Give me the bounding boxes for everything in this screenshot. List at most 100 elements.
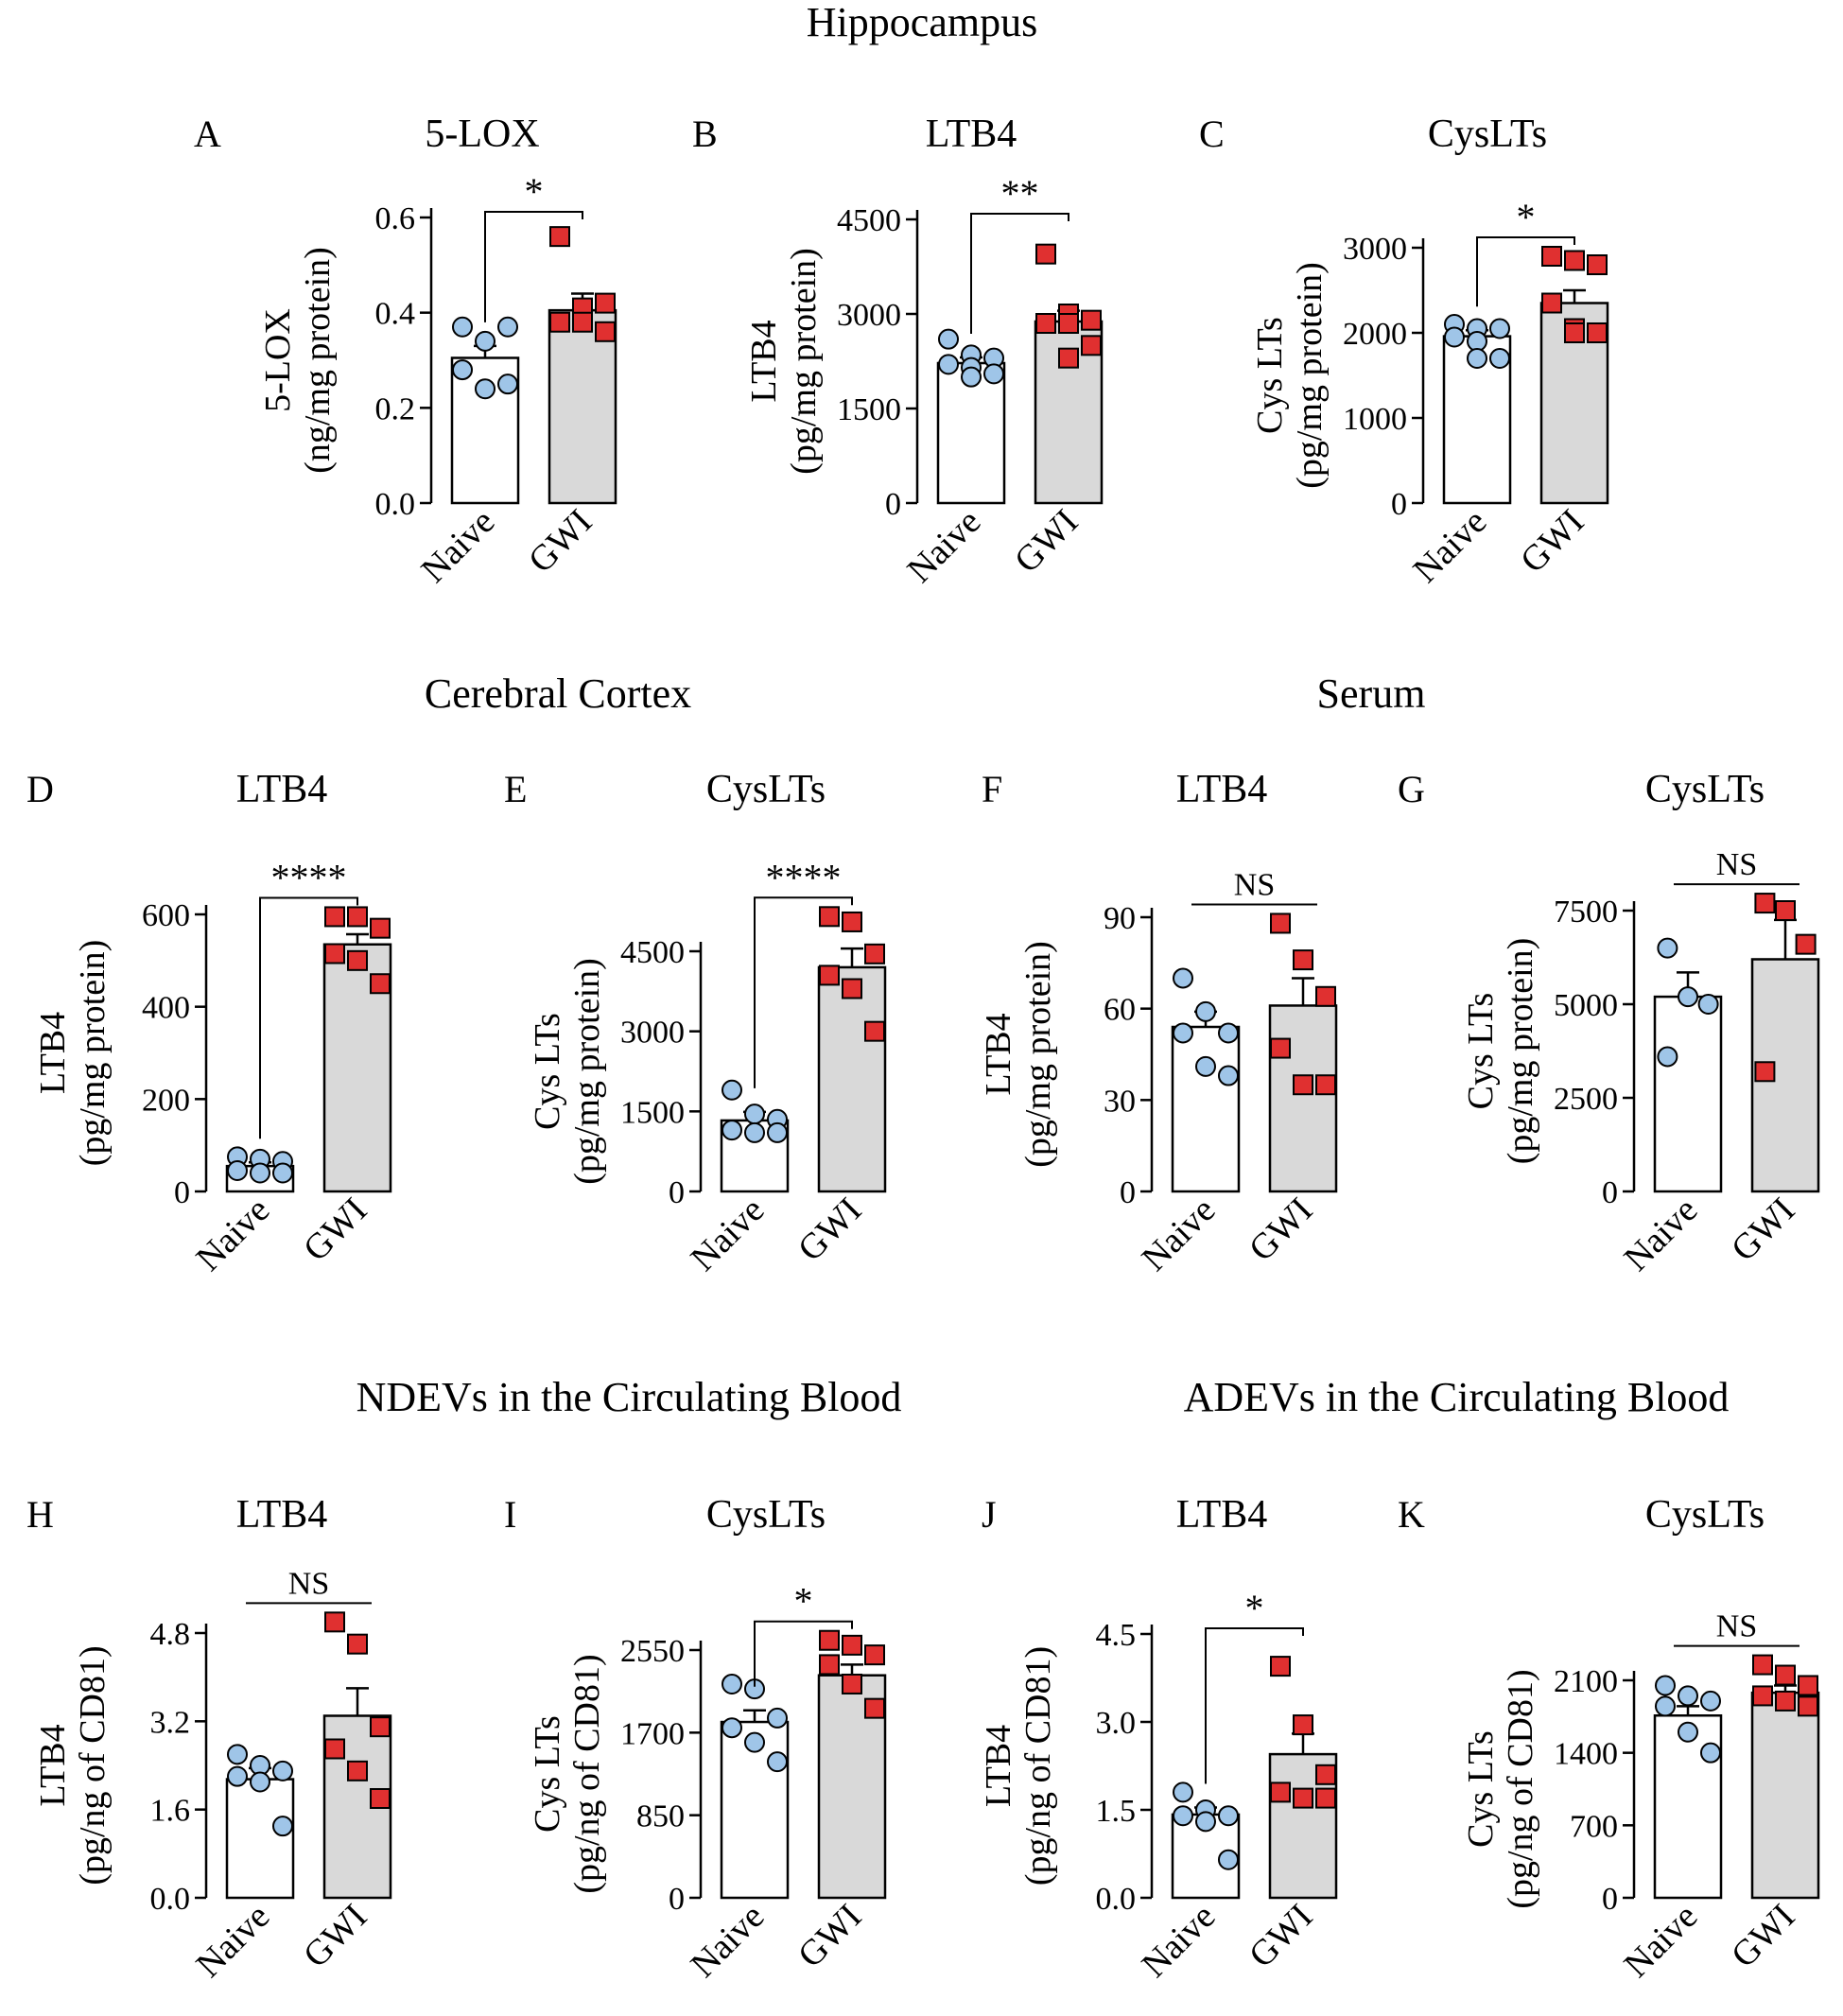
section-title-adevs: ADEVs in the Circulating Blood bbox=[1184, 1374, 1730, 1420]
y-tick-label: 600 bbox=[142, 898, 190, 933]
significance-bracket bbox=[754, 896, 853, 1088]
data-point-gwi bbox=[1754, 893, 1776, 914]
y-axis-label: Cys LTs bbox=[1461, 1730, 1501, 1848]
data-point-naive bbox=[722, 1120, 742, 1141]
y-axis-label: LTB4 bbox=[33, 1724, 73, 1806]
data-point-naive bbox=[1195, 1000, 1216, 1022]
bar-gwi bbox=[817, 965, 887, 1193]
data-point-naive bbox=[272, 1760, 293, 1781]
significance-bracket bbox=[1205, 1627, 1304, 1784]
data-point-gwi bbox=[1587, 322, 1608, 343]
section-title-ndevs: NDEVs in the Circulating Blood bbox=[356, 1374, 902, 1420]
data-point-gwi bbox=[1081, 309, 1102, 331]
y-axis-label: Cys LTs bbox=[1461, 993, 1501, 1110]
data-point-naive bbox=[272, 1816, 293, 1837]
x-tick-label-naive: Naive bbox=[189, 1190, 278, 1279]
y-axis-label: 5-LOX bbox=[258, 308, 298, 412]
y-tick-label: 400 bbox=[142, 991, 190, 1026]
data-point-gwi bbox=[1775, 1690, 1796, 1712]
y-axis-label: Cys LTs bbox=[1250, 317, 1290, 434]
data-point-gwi bbox=[1293, 1714, 1313, 1736]
y-axis-unit-label: (pg/ng of CD81) bbox=[567, 1654, 607, 1893]
x-tick-label-gwi: GWI bbox=[1007, 502, 1086, 581]
data-point-naive bbox=[475, 378, 496, 400]
y-axis-unit-label: (pg/mg protein) bbox=[567, 958, 607, 1185]
data-point-naive bbox=[1655, 1695, 1676, 1717]
x-tick-label-naive: Naive bbox=[1406, 502, 1495, 591]
bar-gwi bbox=[1750, 1691, 1820, 1900]
significance-bracket bbox=[484, 211, 583, 322]
panel-letter: B bbox=[692, 113, 718, 155]
data-point-gwi bbox=[864, 1020, 885, 1042]
data-point-gwi bbox=[864, 1644, 885, 1666]
panel-title: CysLTs bbox=[1645, 1493, 1765, 1537]
data-point-gwi bbox=[1270, 1656, 1291, 1677]
significance-label: * bbox=[1517, 196, 1536, 238]
data-point-naive bbox=[250, 1771, 270, 1793]
data-point-gwi bbox=[1798, 1675, 1818, 1696]
data-point-naive bbox=[227, 1744, 248, 1765]
data-point-naive bbox=[983, 363, 1004, 385]
data-point-naive bbox=[1467, 348, 1487, 369]
data-point-gwi bbox=[1270, 912, 1291, 934]
data-point-gwi bbox=[1315, 985, 1336, 1007]
data-point-gwi bbox=[1587, 254, 1608, 275]
x-tick-label-naive: Naive bbox=[1617, 1897, 1706, 1986]
data-point-naive bbox=[1195, 1055, 1216, 1077]
x-tick-label-naive: Naive bbox=[414, 502, 503, 591]
data-point-naive bbox=[1700, 1690, 1721, 1712]
data-point-gwi bbox=[1081, 335, 1102, 356]
data-point-naive bbox=[1678, 986, 1698, 1008]
y-tick-label: 0.6 bbox=[375, 201, 416, 236]
data-point-gwi bbox=[842, 1673, 862, 1694]
y-axis-label: LTB4 bbox=[33, 1012, 73, 1094]
y-tick-label: 5000 bbox=[1554, 988, 1618, 1023]
data-point-gwi bbox=[1541, 246, 1562, 267]
x-tick-label-gwi: GWI bbox=[1724, 1897, 1802, 1975]
data-point-naive bbox=[1173, 1022, 1193, 1044]
data-point-naive bbox=[452, 316, 473, 338]
significance-label: * bbox=[525, 170, 544, 213]
y-tick-label: 1500 bbox=[837, 392, 901, 427]
y-tick-label: 0 bbox=[669, 1175, 685, 1210]
data-point-naive bbox=[767, 1707, 788, 1729]
y-tick-label: 3000 bbox=[1343, 232, 1407, 267]
data-point-naive bbox=[1678, 1721, 1698, 1743]
data-point-gwi bbox=[1564, 250, 1585, 271]
data-point-gwi bbox=[819, 906, 840, 928]
significance-bracket bbox=[259, 896, 358, 1139]
data-point-naive bbox=[744, 1121, 765, 1143]
data-point-gwi bbox=[1035, 243, 1056, 265]
data-point-naive bbox=[1218, 1065, 1239, 1086]
data-point-gwi bbox=[1270, 1037, 1291, 1059]
y-tick-label: 200 bbox=[142, 1083, 190, 1118]
data-point-naive bbox=[1173, 1805, 1193, 1827]
data-point-gwi bbox=[1293, 1074, 1313, 1096]
data-point-gwi bbox=[324, 906, 345, 928]
y-tick-label: 3.0 bbox=[1096, 1706, 1137, 1741]
panel-title: CysLTs bbox=[706, 1493, 826, 1537]
data-point-gwi bbox=[595, 292, 616, 314]
panel-title: LTB4 bbox=[926, 113, 1017, 156]
panel-letter: D bbox=[26, 768, 54, 810]
data-point-gwi bbox=[370, 973, 391, 995]
x-tick-label-naive: Naive bbox=[900, 502, 989, 591]
y-tick-label: 0.4 bbox=[375, 297, 416, 332]
data-point-gwi bbox=[1058, 347, 1079, 369]
significance-label: * bbox=[794, 1580, 813, 1623]
data-point-gwi bbox=[1564, 322, 1585, 343]
x-tick-label-naive: Naive bbox=[1135, 1897, 1224, 1986]
y-axis-label: Cys LTs bbox=[528, 1013, 567, 1130]
panel-title: CysLTs bbox=[1428, 113, 1547, 156]
y-tick-label: 2500 bbox=[1554, 1082, 1618, 1117]
data-point-naive bbox=[1444, 326, 1465, 348]
y-tick-label: 1700 bbox=[620, 1716, 685, 1751]
bar-naive bbox=[1171, 1025, 1241, 1193]
y-tick-label: 0.2 bbox=[375, 391, 416, 426]
data-point-gwi bbox=[347, 949, 368, 971]
data-point-gwi bbox=[324, 1611, 345, 1633]
panel-title: CysLTs bbox=[1645, 768, 1765, 811]
y-tick-label: 2100 bbox=[1554, 1664, 1618, 1699]
